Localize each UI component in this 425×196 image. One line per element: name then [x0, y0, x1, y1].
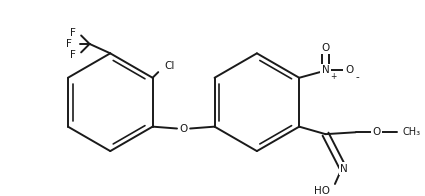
Text: F: F [70, 28, 76, 38]
Text: N: N [340, 164, 348, 174]
Text: Cl: Cl [164, 62, 175, 72]
Text: -: - [356, 72, 360, 82]
Text: F: F [70, 50, 76, 60]
Text: O: O [179, 123, 188, 133]
Text: O: O [372, 127, 380, 137]
Text: O: O [345, 65, 353, 75]
Text: HO: HO [314, 187, 330, 196]
Text: O: O [321, 43, 330, 53]
Text: +: + [330, 72, 337, 81]
Text: F: F [66, 39, 72, 49]
Text: CH₃: CH₃ [402, 127, 421, 137]
Text: N: N [322, 65, 329, 75]
